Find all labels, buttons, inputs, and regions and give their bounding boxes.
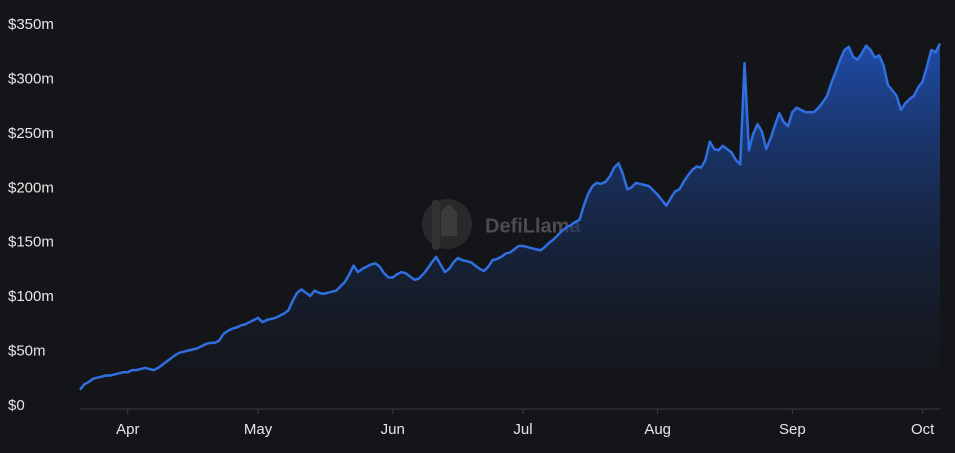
y-tick-label: $0 [8,397,25,414]
x-tick-label: Aug [644,421,671,438]
x-tick-label: Sep [779,421,806,438]
x-tick-label: May [244,421,273,438]
watermark-logo [422,199,472,250]
y-tick-label: $300m [8,70,54,87]
y-tick-label: $150m [8,234,54,251]
x-tick-label: Jul [513,421,532,438]
x-tick-label: Oct [911,421,935,438]
x-tick-label: Apr [116,421,139,438]
y-tick-label: $100m [8,288,54,305]
area [80,43,940,406]
watermark: DefiLlama [485,215,581,237]
y-tick-label: $250m [8,125,54,142]
y-tick-label: $350m [8,16,54,33]
y-tick-label: $200m [8,179,54,196]
y-tick-label: $50m [8,343,46,360]
line [79,42,942,391]
x-tick-label: Jun [381,421,405,438]
